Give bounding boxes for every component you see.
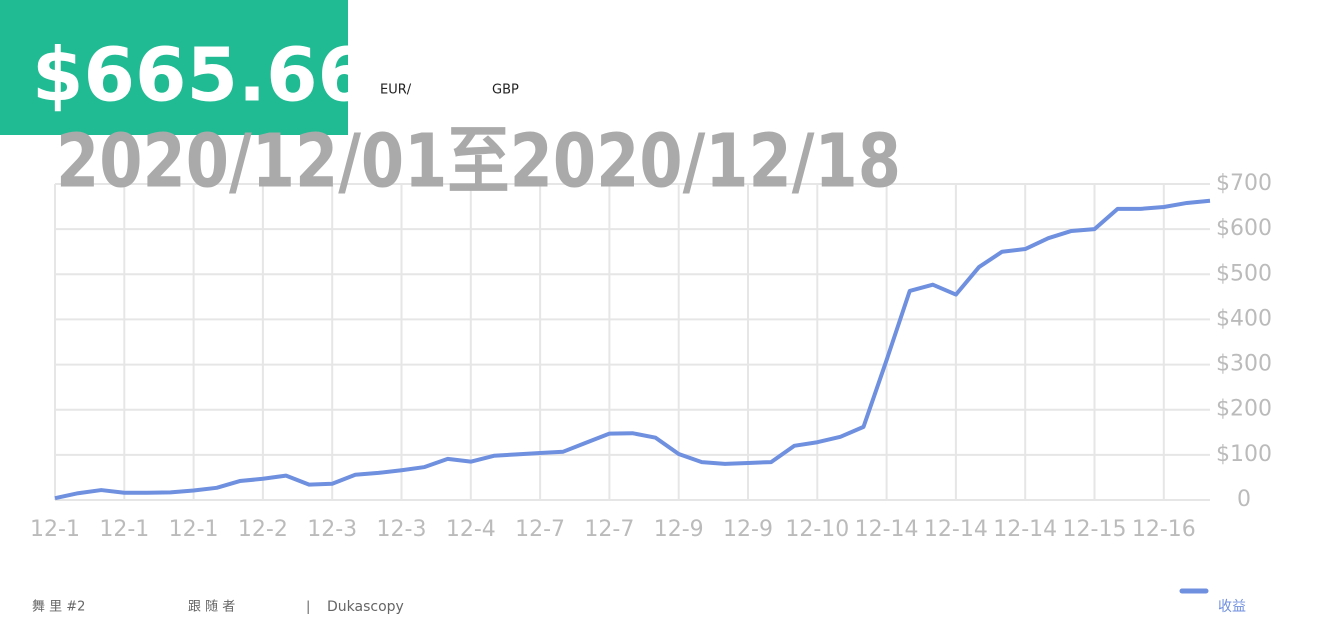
x-tick-label: 12-1 bbox=[99, 517, 149, 542]
y-tick-label: $300 bbox=[1216, 352, 1272, 377]
x-tick-label: 12-10 bbox=[785, 517, 849, 542]
y-tick-label: $700 bbox=[1216, 171, 1272, 196]
x-tick-label: 12-14 bbox=[993, 517, 1057, 542]
x-tick-label: 12-14 bbox=[924, 517, 988, 542]
x-tick-label: 12-3 bbox=[377, 517, 427, 542]
amount: $665.66 bbox=[32, 33, 369, 119]
separator: | bbox=[306, 600, 310, 615]
x-tick-label: 12-7 bbox=[515, 517, 565, 542]
x-tick-label: 12-4 bbox=[446, 517, 496, 542]
y-tick-label: $200 bbox=[1216, 397, 1272, 422]
broker: Dukascopy bbox=[327, 599, 404, 615]
y-tick-label: $600 bbox=[1216, 216, 1272, 241]
x-tick-label: 12-7 bbox=[584, 517, 634, 542]
x-tick-label: 12-1 bbox=[169, 517, 219, 542]
x-tick-label: 12-3 bbox=[307, 517, 357, 542]
period: 2020/12/01至2020/12/18 bbox=[56, 119, 901, 205]
amount-badge bbox=[0, 0, 348, 135]
legend-label: 收益 bbox=[1218, 599, 1246, 615]
x-tick-label: 12-9 bbox=[723, 517, 773, 542]
x-tick-label: 12-16 bbox=[1132, 517, 1196, 542]
y-tick-label: $500 bbox=[1216, 261, 1272, 286]
plot-area: 0 $100 $200 $300 $400 $500 $600 $700 12-1 12-1 12-… bbox=[30, 171, 1272, 542]
pair-base: EUR/ bbox=[380, 83, 412, 98]
role: 跟 随 者 bbox=[188, 600, 235, 615]
x-tick-label: 12-2 bbox=[238, 517, 288, 542]
rank: 舞 里 #2 bbox=[32, 600, 85, 615]
line-series bbox=[54, 198, 1211, 501]
x-tick-label: 12-9 bbox=[654, 517, 704, 542]
y-tick-label: 0 bbox=[1237, 487, 1251, 512]
x-tick-label: 12-1 bbox=[30, 517, 80, 542]
pair-quote: GBP bbox=[492, 83, 519, 98]
x-tick-label: 12-14 bbox=[855, 517, 919, 542]
y-tick-label: $400 bbox=[1216, 306, 1272, 331]
y-tick-label: $100 bbox=[1216, 442, 1272, 467]
x-tick-label: 12-15 bbox=[1063, 517, 1127, 542]
